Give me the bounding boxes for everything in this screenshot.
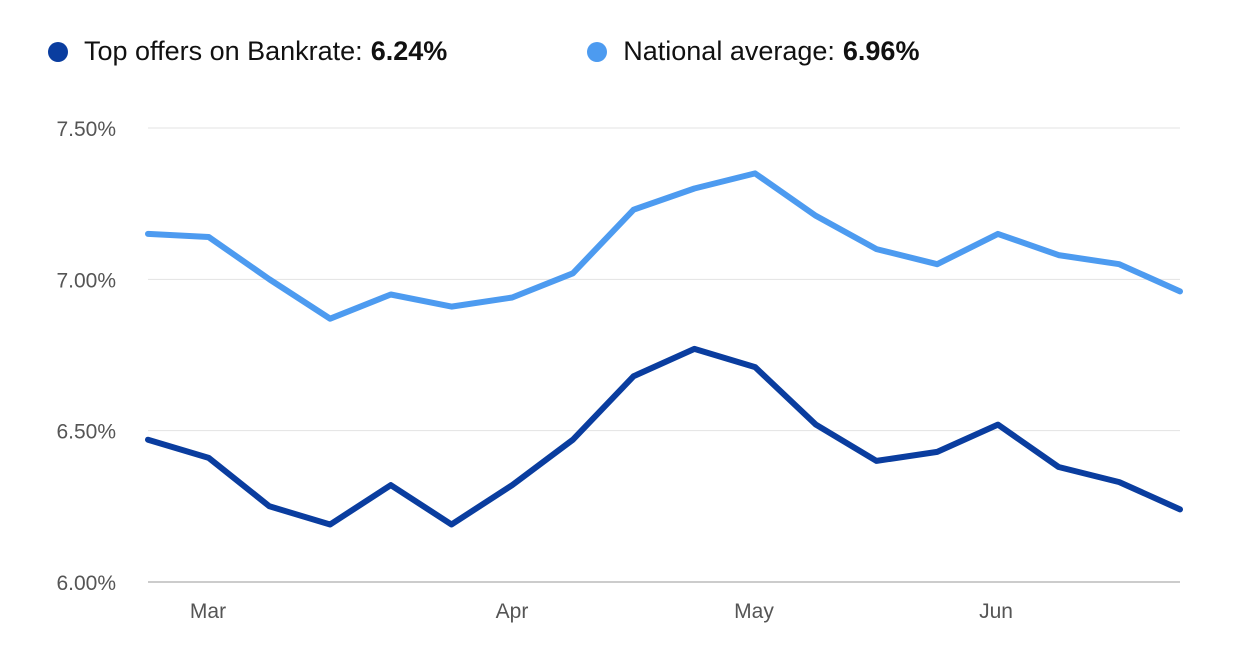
legend-label-top-offers: Top offers on Bankrate: <box>84 36 363 66</box>
y-tick-label: 6.50% <box>56 421 116 444</box>
legend-label-national-average: National average: <box>623 36 835 66</box>
x-tick-label-jun: Jun <box>979 600 1013 623</box>
legend: Top offers on Bankrate: 6.24% National a… <box>48 36 1059 67</box>
legend-value-national-average: 6.96% <box>842 36 920 66</box>
legend-item-top-offers: Top offers on Bankrate: 6.24% <box>48 36 447 67</box>
legend-value-top-offers: 6.24% <box>370 36 448 66</box>
x-tick-label-apr: Apr <box>496 600 529 623</box>
y-tick-label: 7.50% <box>56 118 116 141</box>
x-tick-label-mar: Mar <box>190 600 226 623</box>
legend-dot-top-offers <box>48 41 68 62</box>
y-tick-label: 6.00% <box>56 572 116 595</box>
legend-item-national-average: National average: 6.96% <box>587 36 919 67</box>
series-line-national-average <box>145 170 1183 322</box>
x-tick-label-may: May <box>734 600 774 623</box>
legend-dot-national-average <box>587 41 608 62</box>
series-line-top-offers-on-bankrate <box>145 345 1183 528</box>
y-tick-label: 7.00% <box>56 269 116 292</box>
